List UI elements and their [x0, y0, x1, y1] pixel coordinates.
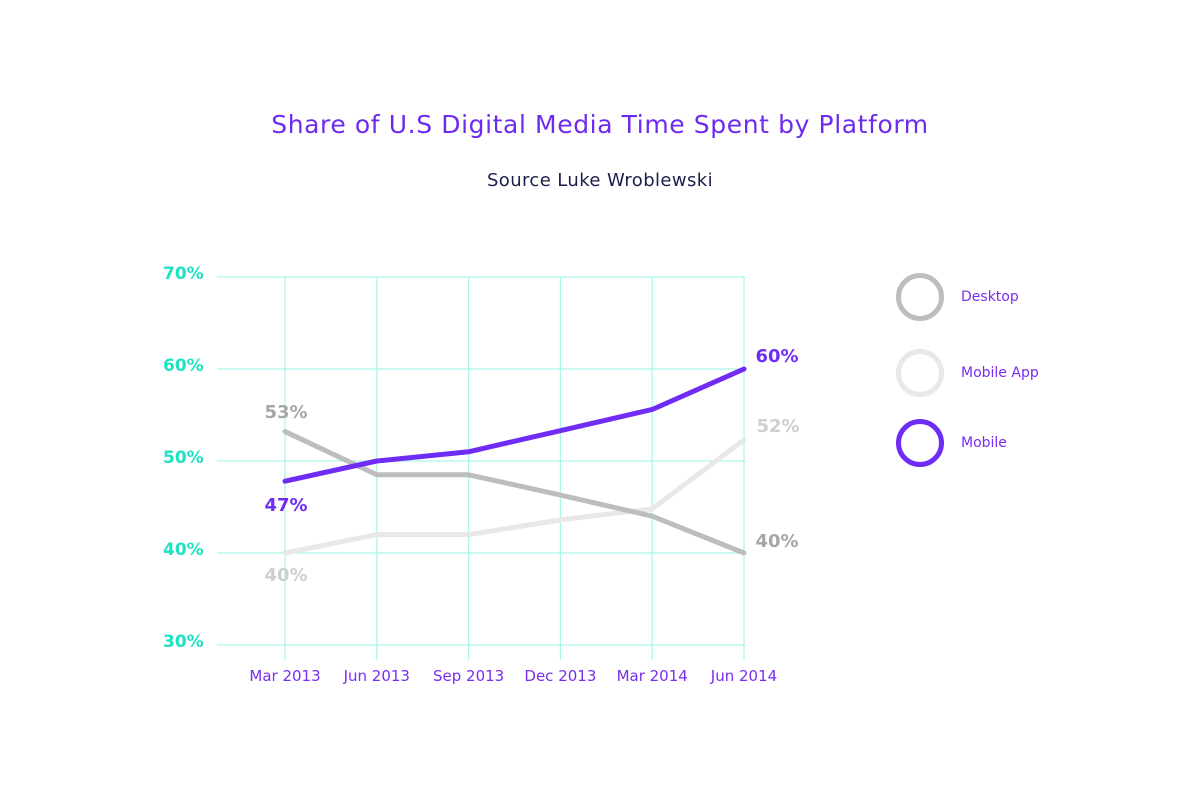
chart-subtitle: Source Luke Wroblewski — [486, 170, 714, 191]
x-tick-label: Sep 2013 — [433, 667, 504, 685]
legend-swatch — [896, 349, 944, 397]
y-tick-label: 50% — [163, 448, 204, 468]
y-tick-label: 30% — [163, 632, 204, 652]
series-line-mobile-app — [282, 437, 747, 556]
axes: 30% 40% 50% 60% 70% Mar 2013 Jun 2013 Sep 2013 D… — [163, 264, 777, 685]
data-label-end: 60% — [755, 346, 798, 367]
data-labels: 53% 40% 40% 52% 47% 60% — [264, 346, 799, 586]
x-tick-label: Dec 2013 — [524, 667, 596, 685]
series-line-mobile — [282, 366, 747, 484]
data-label-end: 52% — [756, 416, 799, 437]
data-label-start: 40% — [264, 565, 307, 586]
legend-swatch — [896, 273, 944, 321]
chart-title: Share of U.S Digital Media Time Spent by… — [271, 110, 929, 139]
x-tick-label: Mar 2013 — [249, 667, 320, 685]
grid — [217, 276, 745, 660]
y-tick-label: 40% — [163, 540, 204, 560]
legend-label: Mobile — [961, 435, 1007, 451]
y-tick-label: 70% — [163, 264, 204, 284]
x-tick-label: Jun 2013 — [343, 667, 410, 685]
legend-label: Desktop — [961, 289, 1019, 305]
legend-label: Mobile App — [961, 365, 1039, 381]
y-tick-label: 60% — [163, 356, 204, 376]
legend-swatch — [896, 419, 944, 467]
data-label-start: 53% — [264, 402, 307, 423]
series-line-desktop — [282, 429, 747, 556]
x-tick-label: Mar 2014 — [617, 667, 688, 685]
data-label-end: 40% — [755, 531, 798, 552]
data-label-start: 47% — [264, 495, 307, 516]
x-tick-label: Jun 2014 — [710, 667, 777, 685]
series-lines — [282, 366, 747, 556]
